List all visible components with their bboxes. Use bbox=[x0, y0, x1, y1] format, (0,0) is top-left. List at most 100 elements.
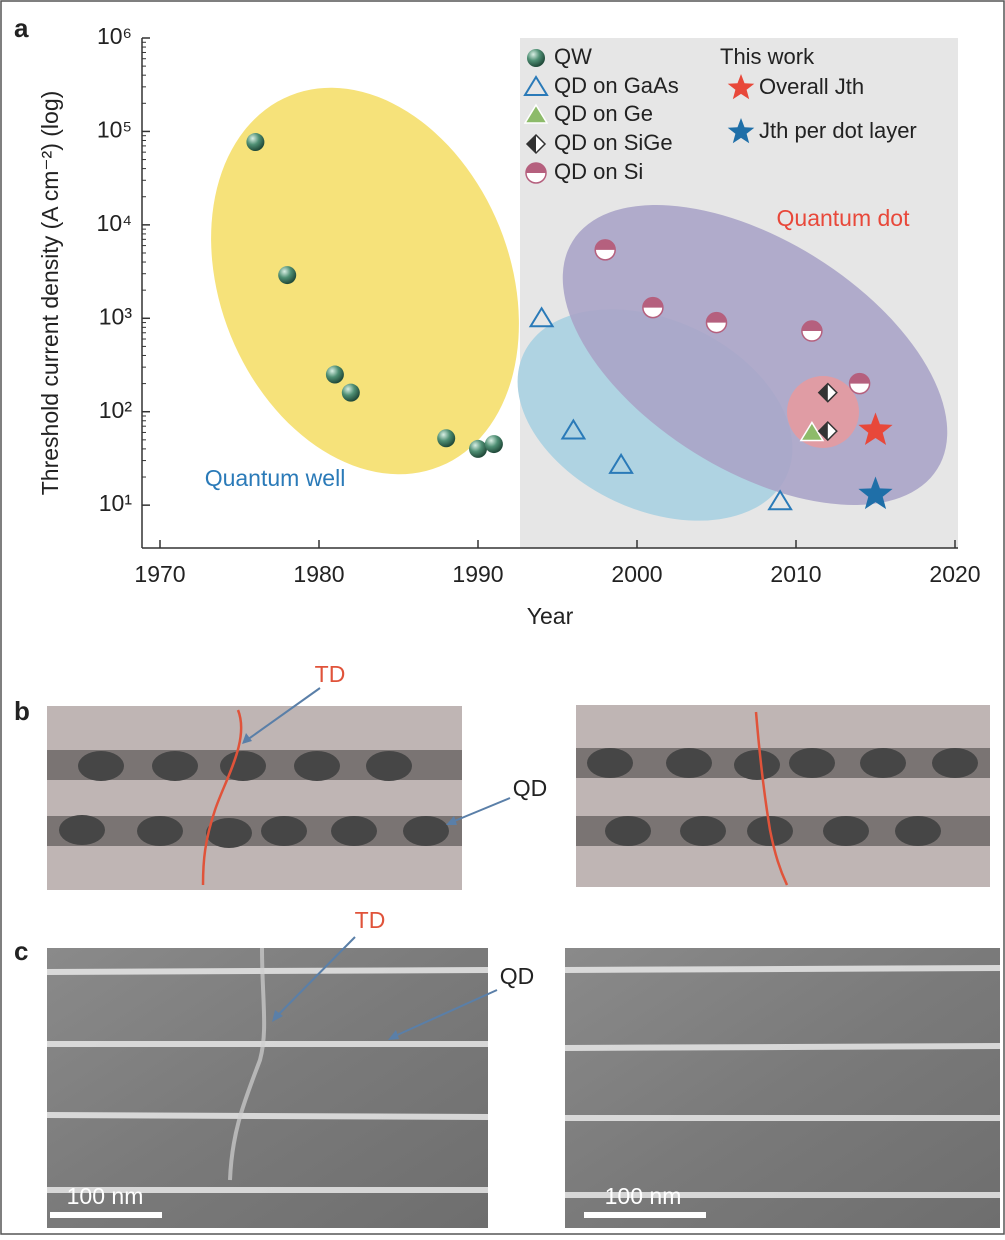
dots bbox=[59, 751, 449, 848]
diamond-fill bbox=[527, 135, 536, 153]
marker bbox=[799, 421, 825, 442]
star bbox=[858, 476, 893, 510]
arrowhead bbox=[446, 816, 457, 825]
marker bbox=[528, 306, 555, 328]
legend-label: Jth per dot layer bbox=[759, 118, 917, 143]
marker bbox=[608, 452, 634, 474]
x-tick-label: 1970 bbox=[134, 561, 185, 587]
y-tick-label: 10² bbox=[99, 397, 133, 423]
dots bbox=[587, 748, 978, 846]
marker bbox=[727, 74, 755, 100]
y-tick-label: 10⁴ bbox=[97, 210, 132, 236]
x-axis-label: Year bbox=[527, 603, 574, 629]
marker bbox=[527, 49, 545, 67]
y-axis-label: Threshold current density (A cm⁻²) (log) bbox=[37, 91, 63, 496]
x-tick-label: 1980 bbox=[293, 561, 344, 587]
pointer bbox=[277, 936, 356, 1016]
circle-fill bbox=[526, 163, 546, 173]
pointer bbox=[246, 687, 321, 741]
annotation: Quantum dot bbox=[777, 205, 911, 231]
scale-bar bbox=[50, 1212, 162, 1218]
marker bbox=[560, 418, 587, 440]
legend-label: QW bbox=[554, 44, 592, 69]
triangle bbox=[523, 103, 549, 124]
marker bbox=[801, 320, 823, 342]
legend-label: QD on GaAs bbox=[554, 73, 679, 98]
triangle bbox=[523, 75, 549, 96]
panel-label: b bbox=[14, 696, 30, 726]
micrograph bbox=[565, 948, 1000, 1228]
marker bbox=[469, 439, 487, 458]
arrowhead bbox=[388, 1030, 399, 1040]
marker bbox=[325, 365, 344, 384]
micrograph bbox=[47, 948, 488, 1228]
y-tick-label: 10³ bbox=[99, 303, 133, 329]
dot-layers bbox=[46, 967, 489, 1193]
annotation: Quantum well bbox=[205, 465, 346, 491]
legend-label: Overall Jth bbox=[759, 74, 864, 99]
marker bbox=[705, 311, 728, 334]
marker bbox=[642, 296, 664, 319]
circle-fill bbox=[706, 312, 727, 323]
marker bbox=[727, 118, 755, 144]
layer-stack bbox=[47, 706, 462, 890]
marker bbox=[341, 383, 360, 402]
sphere bbox=[527, 49, 545, 67]
qw-region bbox=[211, 87, 519, 475]
triangle bbox=[528, 306, 555, 328]
circle-fill bbox=[801, 321, 822, 332]
diamond-fill bbox=[818, 383, 828, 402]
sphere bbox=[325, 365, 344, 384]
legend-label: QD on SiGe bbox=[554, 130, 673, 155]
marker bbox=[817, 382, 838, 403]
td-label: TD bbox=[315, 661, 346, 687]
sphere bbox=[437, 429, 456, 448]
marker bbox=[278, 266, 297, 285]
layer-stack bbox=[576, 705, 990, 887]
threading-dislocation bbox=[201, 709, 243, 886]
marker bbox=[525, 133, 547, 155]
star bbox=[727, 118, 755, 144]
sphere bbox=[469, 439, 487, 458]
marker bbox=[484, 435, 503, 454]
marker bbox=[437, 429, 456, 448]
x-tick-label: 1990 bbox=[452, 561, 503, 587]
legend-label: QD on Si bbox=[554, 159, 643, 184]
sphere bbox=[484, 435, 503, 454]
panel-c: c TD QD 100 nm 100 nm bbox=[14, 907, 1001, 1228]
panel-b: b TD QD bbox=[14, 661, 990, 890]
threading-dislocation bbox=[754, 711, 789, 886]
marker bbox=[858, 476, 893, 510]
marker bbox=[858, 412, 893, 445]
scale-bar-label: 100 nm bbox=[605, 1183, 682, 1209]
legend-label: QD on Ge bbox=[554, 101, 653, 126]
panel-label: c bbox=[14, 936, 28, 966]
marker bbox=[523, 75, 549, 96]
arrowhead bbox=[272, 1010, 283, 1022]
triangle bbox=[608, 452, 634, 474]
marker bbox=[848, 372, 871, 395]
legend-group-title: This work bbox=[720, 44, 815, 69]
star bbox=[858, 412, 893, 445]
td-label: TD bbox=[355, 907, 386, 933]
pointer bbox=[394, 989, 498, 1037]
triangle bbox=[560, 418, 587, 440]
y-tick-label: 10⁵ bbox=[97, 117, 132, 143]
threading-dislocation bbox=[228, 947, 267, 1181]
marker bbox=[594, 239, 616, 261]
circle-fill bbox=[595, 239, 616, 250]
qd-label: QD bbox=[513, 775, 548, 801]
marker bbox=[767, 489, 793, 511]
x-tick-label: 2020 bbox=[929, 561, 980, 587]
sphere bbox=[246, 133, 265, 152]
x-tick-label: 2010 bbox=[770, 561, 821, 587]
y-tick-label: 10⁶ bbox=[97, 23, 132, 49]
pointer bbox=[451, 797, 511, 823]
circle-fill bbox=[642, 297, 663, 308]
panel-label: a bbox=[14, 13, 29, 43]
scale-bar bbox=[584, 1212, 706, 1218]
triangle bbox=[767, 489, 793, 511]
diamond-fill bbox=[818, 422, 828, 441]
